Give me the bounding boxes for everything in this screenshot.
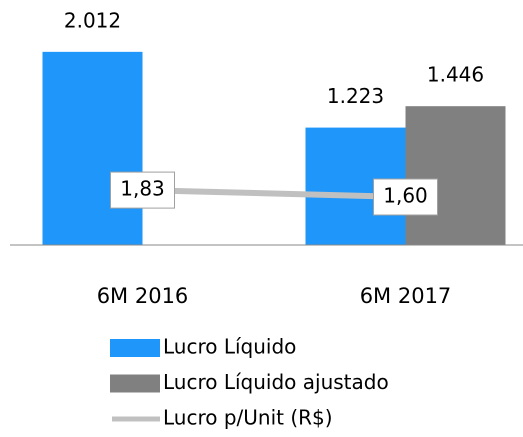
legend-label: Lucro Líquido ajustado (163, 370, 389, 394)
data-label: 1,60 (383, 184, 428, 208)
legend-swatch (110, 339, 160, 357)
x-tick-label: 6M 2016 (97, 284, 189, 308)
bar (42, 51, 143, 246)
bar (405, 106, 506, 246)
data-label: 1.223 (327, 84, 384, 108)
x-tick-label: 6M 2017 (360, 284, 452, 308)
data-label-box (373, 178, 438, 216)
legend-swatch (110, 374, 160, 393)
legend-label: Lucro Líquido (163, 335, 296, 359)
line (142, 187, 406, 200)
legend-label: Lucro p/Unit (R$) (163, 406, 333, 430)
data-label: 2.012 (64, 8, 121, 32)
data-label-box (110, 171, 175, 209)
data-label: 1,83 (120, 177, 165, 201)
data-label: 1.446 (427, 63, 484, 87)
